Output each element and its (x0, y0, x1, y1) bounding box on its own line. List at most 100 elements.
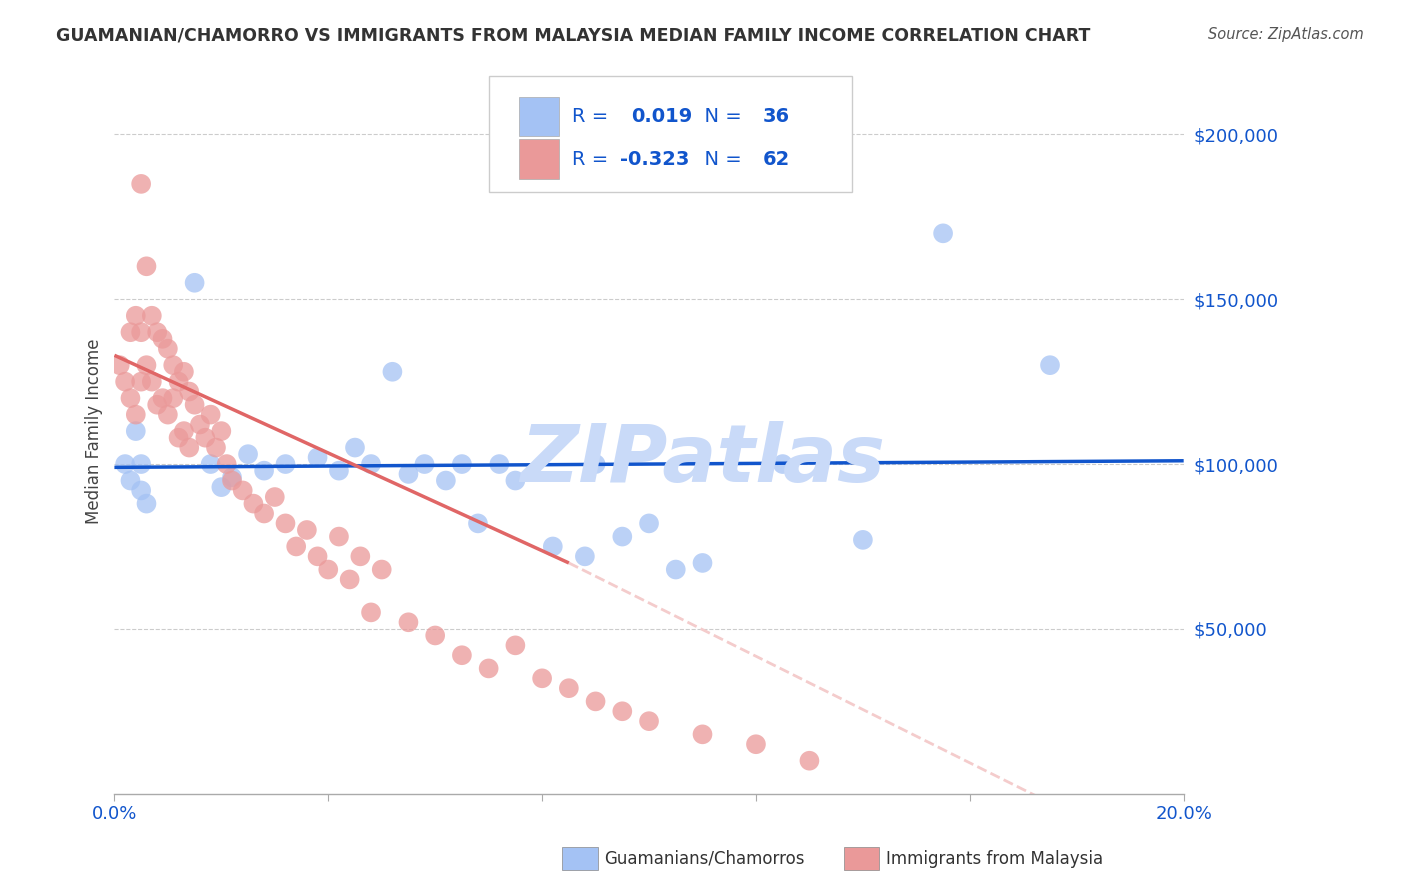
Point (585, 457, 607, 471)
Point (125, 309, 148, 323)
Point (434, 474, 457, 488)
Text: -0.323: -0.323 (620, 150, 689, 169)
Point (852, 533, 875, 547)
Point (451, 457, 474, 471)
Point (179, 441, 201, 455)
Point (360, 606, 382, 620)
Point (114, 375, 136, 389)
Point (585, 694, 607, 708)
Point (215, 457, 238, 471)
Point (381, 365, 404, 379)
Point (638, 516, 661, 531)
FancyBboxPatch shape (489, 76, 852, 192)
Point (135, 497, 157, 511)
Point (205, 441, 228, 455)
Point (316, 562, 339, 576)
Point (146, 398, 169, 412)
Point (135, 358, 157, 372)
Point (120, 325, 142, 339)
Point (451, 648, 474, 663)
Bar (519, 96, 560, 136)
Point (307, 450, 329, 465)
Bar (519, 139, 560, 179)
Point (263, 490, 285, 504)
Text: Source: ZipAtlas.com: Source: ZipAtlas.com (1208, 27, 1364, 42)
Point (129, 483, 152, 498)
Point (152, 391, 174, 405)
Point (360, 457, 382, 471)
Y-axis label: Median Family Income: Median Family Income (86, 338, 103, 524)
Point (183, 276, 205, 290)
Point (120, 391, 142, 405)
Point (370, 562, 392, 576)
Point (425, 628, 447, 642)
Point (162, 358, 184, 372)
Point (505, 638, 527, 652)
Text: N =: N = (692, 150, 748, 169)
Point (467, 516, 489, 531)
Text: Guamanians/Chamorros: Guamanians/Chamorros (605, 850, 806, 868)
Point (505, 474, 527, 488)
Point (307, 549, 329, 564)
Point (541, 540, 564, 554)
Point (692, 556, 714, 570)
Text: 36: 36 (762, 107, 790, 126)
Point (120, 474, 142, 488)
Point (167, 375, 190, 389)
Point (1039, 358, 1062, 372)
Point (398, 615, 420, 630)
Point (141, 309, 163, 323)
Point (745, 737, 768, 751)
Point (232, 483, 254, 498)
Point (129, 457, 152, 471)
Point (398, 467, 420, 481)
Point (114, 457, 136, 471)
Text: Immigrants from Malaysia: Immigrants from Malaysia (886, 850, 1102, 868)
Point (125, 408, 148, 422)
Point (574, 549, 596, 564)
Point (167, 431, 190, 445)
Point (772, 457, 794, 471)
Point (253, 464, 276, 478)
Point (349, 549, 371, 564)
Text: R =: R = (572, 150, 614, 169)
Point (253, 507, 276, 521)
Text: R =: R = (572, 107, 621, 126)
Point (612, 704, 634, 718)
Point (129, 375, 152, 389)
Point (799, 754, 821, 768)
Point (173, 424, 195, 438)
Point (531, 671, 554, 685)
Point (236, 447, 259, 461)
Point (129, 325, 152, 339)
Point (146, 325, 169, 339)
Point (125, 424, 148, 438)
Text: 62: 62 (762, 150, 790, 169)
Point (221, 470, 243, 484)
Point (194, 431, 217, 445)
Point (692, 727, 714, 741)
Point (413, 457, 436, 471)
Point (129, 177, 152, 191)
Point (156, 342, 179, 356)
Point (638, 714, 661, 728)
Point (339, 573, 361, 587)
Point (488, 457, 510, 471)
Point (200, 457, 222, 471)
Point (558, 681, 581, 696)
Point (108, 358, 131, 372)
Point (328, 530, 350, 544)
Point (156, 408, 179, 422)
Point (665, 562, 688, 576)
Point (478, 661, 501, 675)
Point (285, 540, 308, 554)
Point (200, 408, 222, 422)
Text: GUAMANIAN/CHAMORRO VS IMMIGRANTS FROM MALAYSIA MEDIAN FAMILY INCOME CORRELATION : GUAMANIAN/CHAMORRO VS IMMIGRANTS FROM MA… (56, 27, 1091, 45)
Point (274, 457, 297, 471)
Point (135, 260, 157, 274)
Point (179, 384, 201, 399)
Point (612, 530, 634, 544)
Point (173, 365, 195, 379)
Point (162, 391, 184, 405)
Point (343, 441, 366, 455)
